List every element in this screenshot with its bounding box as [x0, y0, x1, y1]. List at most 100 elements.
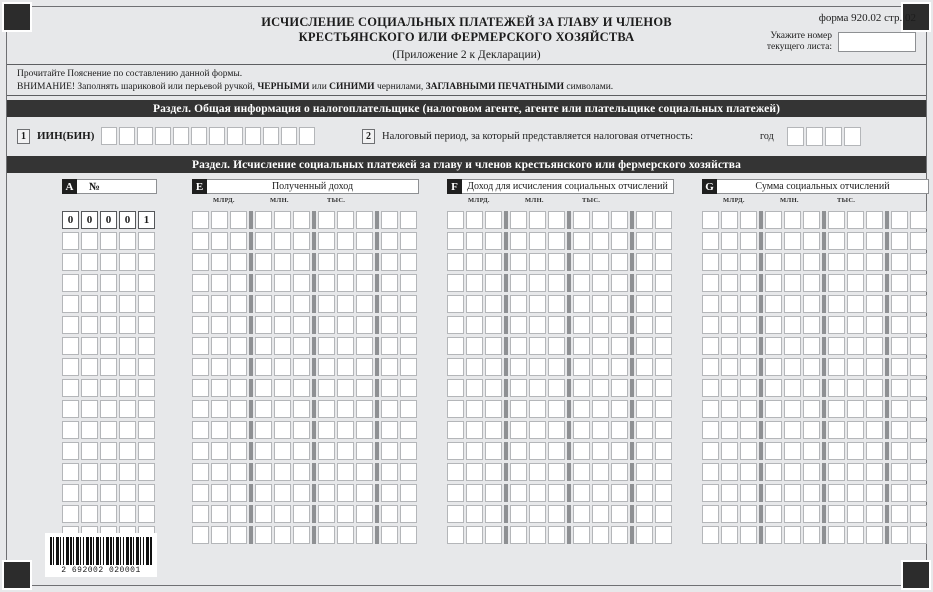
input-cell[interactable]	[211, 336, 228, 355]
input-cell[interactable]	[573, 231, 590, 250]
input-cell[interactable]	[356, 483, 373, 502]
input-cell[interactable]	[891, 441, 908, 460]
input-cell[interactable]	[138, 378, 155, 397]
input-cell[interactable]	[138, 504, 155, 523]
input-cell[interactable]	[230, 294, 247, 313]
input-cell[interactable]	[62, 294, 79, 313]
input-cell[interactable]	[138, 315, 155, 334]
input-cell[interactable]	[828, 357, 845, 376]
input-cell[interactable]	[356, 315, 373, 334]
input-cell[interactable]	[81, 483, 98, 502]
input-cell[interactable]	[119, 127, 136, 145]
input-cell[interactable]	[573, 504, 590, 523]
input-cell[interactable]	[230, 378, 247, 397]
input-cell[interactable]	[721, 483, 738, 502]
input-cell[interactable]	[255, 294, 272, 313]
input-cell[interactable]	[702, 315, 719, 334]
input-cell[interactable]	[573, 294, 590, 313]
input-cell[interactable]	[702, 252, 719, 271]
input-cell[interactable]	[592, 315, 609, 334]
input-cell[interactable]	[803, 441, 820, 460]
input-cell[interactable]	[611, 462, 628, 481]
input-cell[interactable]	[573, 336, 590, 355]
input-cell[interactable]	[274, 273, 291, 292]
input-cell[interactable]	[866, 399, 883, 418]
input-cell[interactable]	[263, 127, 280, 145]
input-cell[interactable]	[784, 378, 801, 397]
input-cell[interactable]	[510, 294, 527, 313]
input-cell[interactable]	[209, 127, 226, 145]
input-cell[interactable]	[337, 399, 354, 418]
input-cell[interactable]	[611, 231, 628, 250]
input-cell[interactable]	[721, 525, 738, 544]
input-cell[interactable]	[529, 294, 546, 313]
input-cell[interactable]	[803, 210, 820, 229]
input-cell[interactable]	[447, 441, 464, 460]
input-cell[interactable]	[381, 315, 398, 334]
input-cell[interactable]	[255, 336, 272, 355]
input-cell[interactable]	[611, 525, 628, 544]
input-cell[interactable]	[400, 336, 417, 355]
input-cell[interactable]	[62, 273, 79, 292]
input-cell[interactable]	[655, 420, 672, 439]
input-cell[interactable]	[81, 441, 98, 460]
input-cell[interactable]	[191, 127, 208, 145]
input-cell[interactable]	[255, 378, 272, 397]
input-cell[interactable]	[910, 399, 927, 418]
input-cell[interactable]	[466, 357, 483, 376]
input-cell[interactable]	[192, 273, 209, 292]
input-cell[interactable]	[611, 441, 628, 460]
input-cell[interactable]	[356, 210, 373, 229]
input-cell[interactable]	[803, 231, 820, 250]
input-cell[interactable]	[211, 357, 228, 376]
input-cell[interactable]	[293, 441, 310, 460]
input-cell[interactable]	[447, 210, 464, 229]
input-cell[interactable]	[765, 231, 782, 250]
input-cell[interactable]	[847, 315, 864, 334]
input-cell[interactable]	[381, 273, 398, 292]
input-cell[interactable]	[636, 273, 653, 292]
input-cell[interactable]	[548, 273, 565, 292]
input-cell[interactable]	[740, 462, 757, 481]
input-cell[interactable]	[138, 483, 155, 502]
input-cell[interactable]	[466, 462, 483, 481]
input-cell[interactable]	[119, 231, 136, 250]
input-cell[interactable]	[400, 462, 417, 481]
input-cell[interactable]	[805, 127, 823, 146]
input-cell[interactable]	[611, 420, 628, 439]
input-cell[interactable]	[847, 525, 864, 544]
input-cell[interactable]	[765, 336, 782, 355]
input-cell[interactable]	[573, 525, 590, 544]
input-cell[interactable]	[891, 420, 908, 439]
input-cell[interactable]	[866, 315, 883, 334]
input-cell[interactable]	[400, 231, 417, 250]
input-cell[interactable]	[866, 378, 883, 397]
input-cell[interactable]	[356, 294, 373, 313]
input-cell[interactable]	[293, 504, 310, 523]
input-cell[interactable]	[173, 127, 190, 145]
input-cell[interactable]	[81, 252, 98, 271]
input-cell[interactable]	[784, 252, 801, 271]
input-cell[interactable]	[81, 273, 98, 292]
input-cell[interactable]	[529, 336, 546, 355]
input-cell[interactable]	[866, 252, 883, 271]
input-cell[interactable]	[400, 210, 417, 229]
input-cell[interactable]	[592, 357, 609, 376]
input-cell[interactable]	[548, 357, 565, 376]
input-cell[interactable]	[81, 357, 98, 376]
input-cell[interactable]	[721, 336, 738, 355]
input-cell[interactable]	[337, 336, 354, 355]
input-cell[interactable]	[828, 294, 845, 313]
input-cell[interactable]	[466, 210, 483, 229]
input-cell[interactable]	[740, 504, 757, 523]
input-cell[interactable]	[910, 462, 927, 481]
input-cell[interactable]	[119, 315, 136, 334]
input-cell[interactable]	[592, 210, 609, 229]
input-cell[interactable]	[891, 357, 908, 376]
input-cell[interactable]	[611, 378, 628, 397]
input-cell[interactable]	[510, 399, 527, 418]
input-cell[interactable]	[211, 420, 228, 439]
input-cell[interactable]	[281, 127, 298, 145]
input-cell[interactable]	[138, 273, 155, 292]
input-cell[interactable]	[138, 399, 155, 418]
